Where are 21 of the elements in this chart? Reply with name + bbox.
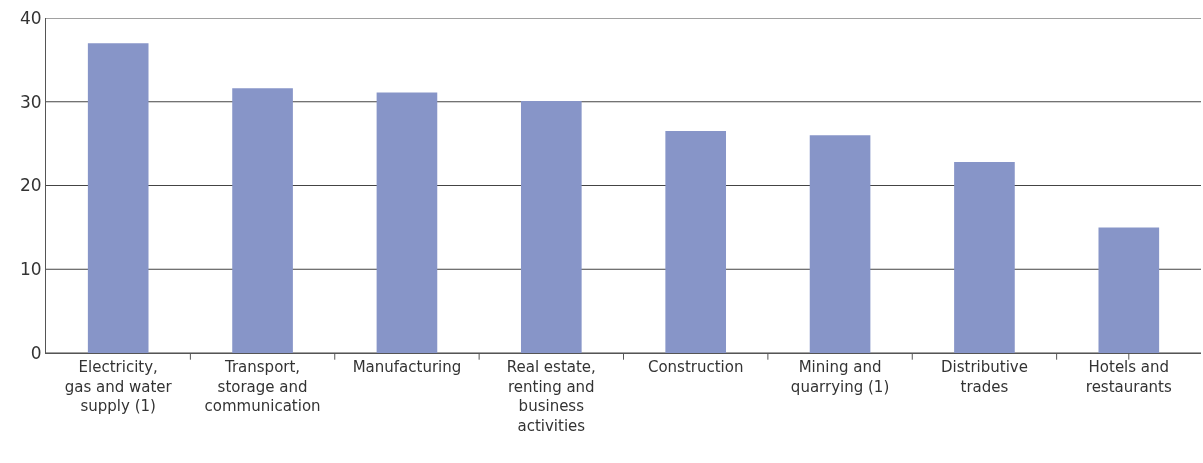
y-tick-label: 40 [19,7,42,28]
bar [665,131,727,353]
y-tick-label: 0 [30,342,42,363]
x-tick-label: Distributive trades [940,358,1028,396]
x-tick-label: Construction [647,358,744,376]
x-tick-label: Hotels and restaurants [1085,358,1172,396]
x-tick-label: Mining and quarrying (1) [790,358,890,396]
y-tick-label: 10 [19,259,42,280]
bar [87,43,149,353]
x-tick-label: Transport, storage and communication [204,358,321,415]
bar [232,88,293,353]
x-tick-label: Real estate, renting and business activities [506,358,596,435]
bar [954,162,1015,353]
bar [809,135,871,353]
x-tick-label: Electricity, gas and water supply (1) [64,358,173,415]
bar [376,92,438,353]
bar [1098,227,1160,353]
y-tick-label: 30 [19,91,42,112]
y-tick-label: 20 [19,175,42,196]
bar [520,100,582,353]
x-tick-label: Manufacturing [352,358,462,376]
